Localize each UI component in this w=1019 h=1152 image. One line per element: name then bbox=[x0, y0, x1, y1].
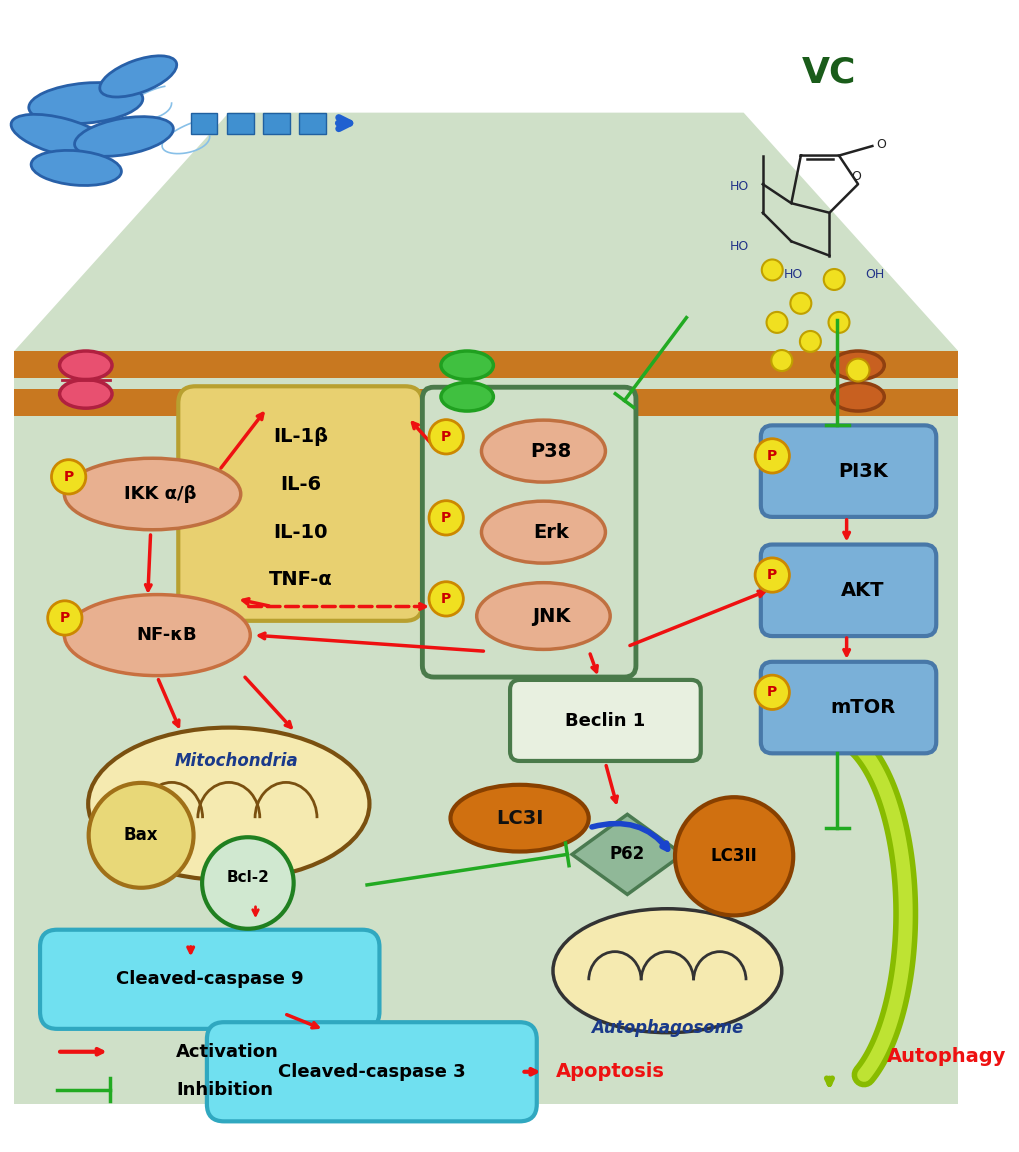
Ellipse shape bbox=[59, 351, 112, 380]
Circle shape bbox=[51, 460, 86, 494]
Circle shape bbox=[799, 331, 820, 353]
Circle shape bbox=[429, 501, 463, 535]
Polygon shape bbox=[14, 113, 957, 351]
Text: Apoptosis: Apoptosis bbox=[555, 1062, 664, 1082]
Text: HO: HO bbox=[729, 240, 748, 252]
Text: AKT: AKT bbox=[841, 581, 883, 600]
Text: O: O bbox=[851, 170, 860, 183]
Circle shape bbox=[48, 601, 82, 635]
Ellipse shape bbox=[88, 728, 369, 880]
Text: Cleaved-caspase 9: Cleaved-caspase 9 bbox=[116, 970, 304, 988]
Circle shape bbox=[766, 312, 787, 333]
Ellipse shape bbox=[29, 83, 143, 123]
Text: IL-1β: IL-1β bbox=[272, 427, 327, 446]
Text: Autophagosome: Autophagosome bbox=[591, 1018, 743, 1037]
Text: TNF-α: TNF-α bbox=[268, 570, 332, 590]
Circle shape bbox=[827, 312, 849, 333]
FancyBboxPatch shape bbox=[178, 386, 422, 621]
Bar bbox=[191, 113, 217, 134]
Bar bbox=[14, 389, 957, 416]
Text: LC3II: LC3II bbox=[710, 848, 757, 865]
Text: Bax: Bax bbox=[123, 826, 158, 844]
Circle shape bbox=[429, 419, 463, 454]
Ellipse shape bbox=[100, 55, 176, 97]
Text: P: P bbox=[766, 449, 776, 463]
Text: Autophagy: Autophagy bbox=[886, 1047, 1005, 1066]
Polygon shape bbox=[572, 814, 682, 894]
FancyBboxPatch shape bbox=[760, 425, 935, 517]
Text: HO: HO bbox=[783, 268, 802, 281]
Text: VC: VC bbox=[802, 55, 856, 90]
Circle shape bbox=[770, 350, 792, 371]
Circle shape bbox=[202, 838, 293, 929]
Text: P: P bbox=[60, 611, 70, 624]
Ellipse shape bbox=[11, 114, 113, 159]
Circle shape bbox=[754, 675, 789, 710]
Circle shape bbox=[675, 797, 793, 916]
Text: Mitochondria: Mitochondria bbox=[174, 752, 298, 770]
FancyBboxPatch shape bbox=[760, 545, 935, 636]
Text: mTOR: mTOR bbox=[829, 698, 895, 717]
Text: IL-6: IL-6 bbox=[279, 475, 321, 494]
Text: Inhibition: Inhibition bbox=[176, 1081, 273, 1099]
Circle shape bbox=[754, 558, 789, 592]
Ellipse shape bbox=[476, 583, 609, 650]
Text: O: O bbox=[875, 137, 886, 151]
Text: OH: OH bbox=[865, 268, 884, 281]
Ellipse shape bbox=[832, 382, 883, 411]
FancyBboxPatch shape bbox=[760, 661, 935, 753]
Ellipse shape bbox=[450, 785, 588, 851]
Ellipse shape bbox=[440, 382, 493, 411]
Text: Activation: Activation bbox=[176, 1043, 279, 1061]
Ellipse shape bbox=[440, 351, 493, 380]
Text: JNK: JNK bbox=[531, 607, 570, 626]
Circle shape bbox=[89, 783, 194, 888]
FancyBboxPatch shape bbox=[207, 1022, 536, 1121]
Ellipse shape bbox=[552, 909, 781, 1032]
Circle shape bbox=[790, 293, 810, 313]
Text: IL-10: IL-10 bbox=[273, 523, 327, 541]
Bar bbox=[263, 113, 289, 134]
Bar bbox=[299, 113, 326, 134]
Text: P: P bbox=[766, 568, 776, 582]
Bar bbox=[14, 351, 957, 1104]
Text: P: P bbox=[63, 470, 73, 484]
Circle shape bbox=[429, 582, 463, 616]
Text: P: P bbox=[766, 685, 776, 699]
FancyBboxPatch shape bbox=[422, 387, 635, 677]
Text: LC3I: LC3I bbox=[495, 809, 543, 827]
Text: Erk: Erk bbox=[533, 523, 569, 541]
FancyBboxPatch shape bbox=[510, 680, 700, 761]
Text: Cleaved-caspase 3: Cleaved-caspase 3 bbox=[278, 1063, 466, 1081]
Circle shape bbox=[823, 270, 844, 290]
Ellipse shape bbox=[74, 116, 173, 157]
Text: IKK α/β: IKK α/β bbox=[123, 485, 197, 503]
Bar bbox=[14, 351, 957, 378]
Text: P62: P62 bbox=[609, 846, 644, 863]
Ellipse shape bbox=[59, 380, 112, 408]
Text: PI3K: PI3K bbox=[838, 462, 887, 480]
Ellipse shape bbox=[64, 458, 240, 530]
Text: P: P bbox=[440, 430, 450, 444]
Bar bbox=[226, 113, 254, 134]
Text: P: P bbox=[440, 592, 450, 606]
Circle shape bbox=[761, 259, 782, 280]
Text: HO: HO bbox=[729, 180, 748, 192]
Text: P: P bbox=[440, 510, 450, 525]
Text: NF-κB: NF-κB bbox=[137, 626, 197, 644]
Ellipse shape bbox=[481, 420, 605, 482]
Circle shape bbox=[754, 439, 789, 473]
Text: P38: P38 bbox=[530, 441, 571, 461]
Ellipse shape bbox=[64, 594, 250, 675]
Text: Bcl-2: Bcl-2 bbox=[226, 870, 269, 885]
Ellipse shape bbox=[481, 501, 605, 563]
Ellipse shape bbox=[32, 151, 121, 185]
Ellipse shape bbox=[832, 351, 883, 380]
FancyBboxPatch shape bbox=[40, 930, 379, 1029]
Circle shape bbox=[846, 358, 868, 381]
Text: Beclin 1: Beclin 1 bbox=[565, 712, 645, 730]
